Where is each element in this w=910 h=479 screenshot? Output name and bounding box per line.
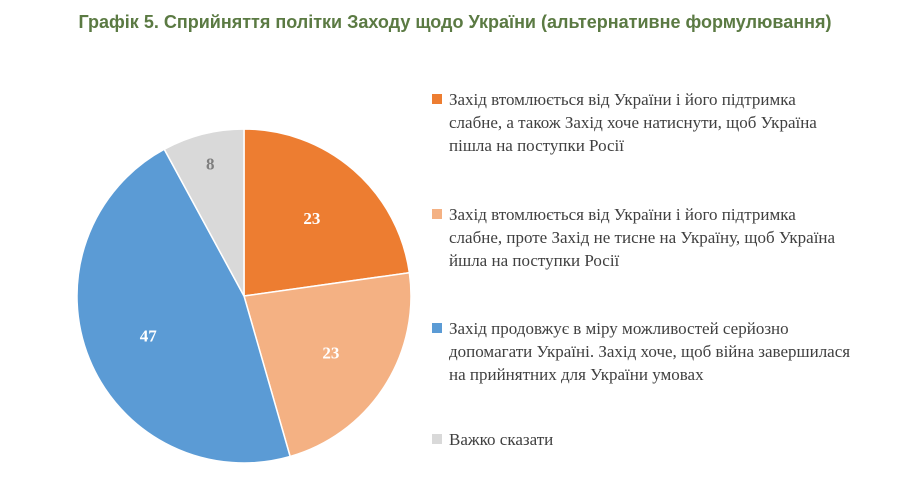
legend-item-hard-to-say: Важко сказати [432,428,852,451]
slice-hard-to-say [163,128,245,297]
slice-support [76,148,292,464]
legend-label-no-pressure: Захід втомлюється від України і його під… [449,205,836,270]
slice-no-pressure [243,271,412,458]
legend-item-pressure: Захід втомлюється від України і його під… [432,88,852,157]
legend-swatch-support [432,323,442,333]
slice-label-hard-to-say: 8 [206,154,215,173]
legend-swatch-hard-to-say [432,434,442,444]
chart-title: Графік 5. Сприйняття політки Заходу щодо… [78,12,832,32]
legend-label-pressure: Захід втомлюється від України і його під… [449,90,817,155]
legend-swatch-pressure [432,94,442,104]
slice-pressure [243,128,411,297]
legend-swatch-no-pressure [432,209,442,219]
legend-item-no-pressure: Захід втомлюється від України і його під… [432,203,852,272]
slice-label-pressure: 23 [303,209,320,228]
legend-label-support: Захід продовжує в міру можливостей серйо… [449,319,851,384]
legend-label-hard-to-say: Важко сказати [449,430,554,449]
slice-label-support: 47 [140,326,158,345]
slice-label-no-pressure: 23 [322,343,339,362]
legend-item-support: Захід продовжує в міру можливостей серйо… [432,317,852,386]
